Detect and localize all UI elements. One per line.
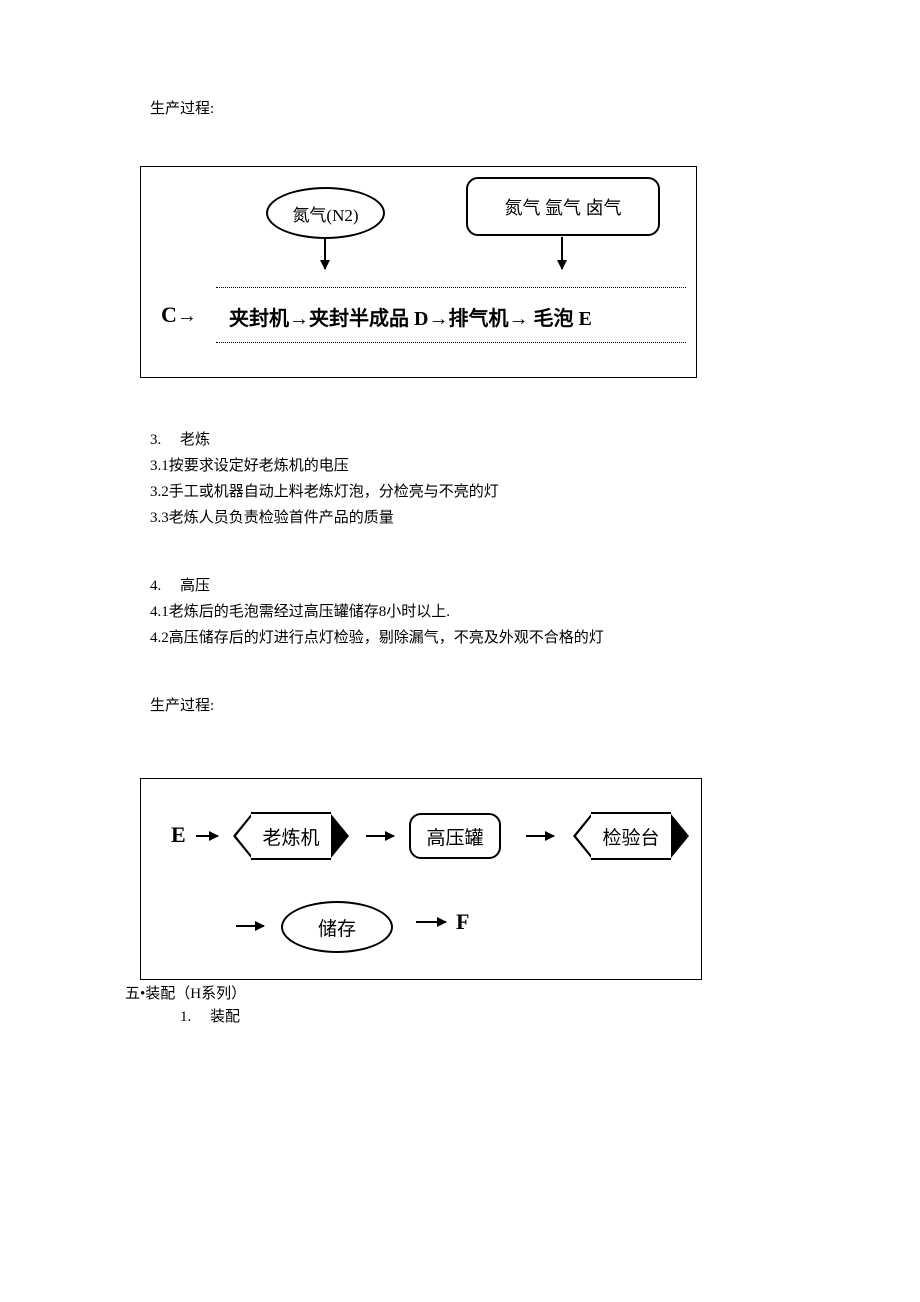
- gases-label: 氮气 氩气 卤气: [505, 194, 622, 220]
- footer-text: 装配: [210, 1009, 240, 1025]
- section-3: 3. 老炼 3.1按要求设定好老炼机的电压 3.2手工或机器自动上料老炼灯泡，分…: [150, 428, 770, 530]
- dotted-line-top: [216, 287, 686, 288]
- section-4-num: 4.: [150, 578, 161, 594]
- arrow-to-node4: [236, 925, 264, 927]
- flow-c-arrow: C→: [161, 302, 197, 328]
- n2-ellipse: 氮气(N2): [266, 187, 385, 239]
- node3-wrap: 检验台: [591, 812, 671, 860]
- section-3-line3: 3.3老炼人员负责检验首件产品的质量: [150, 506, 770, 530]
- section-3-heading: 3. 老炼: [150, 428, 770, 452]
- section-4-heading: 4. 高压: [150, 574, 770, 598]
- node1-label: 老炼机: [262, 823, 319, 850]
- node1-wrap: 老炼机: [251, 812, 331, 860]
- n2-label: 氮气(N2): [292, 201, 358, 226]
- flow-main-text: 夹封机→夹封半成品 D→排气机→ 毛泡 E: [229, 302, 592, 331]
- production-process-title-2: 生产过程:: [150, 694, 770, 718]
- flow-c-letter: C: [161, 302, 177, 327]
- arrow-node1-to-node2: [366, 835, 394, 837]
- arrow-down-1: [324, 239, 326, 269]
- section-4-line1: 4.1老炼后的毛泡需经过高压罐储存8小时以上.: [150, 600, 770, 624]
- section-4-title: 高压: [180, 578, 210, 594]
- node3-label: 检验台: [602, 823, 659, 850]
- dotted-line-bottom: [216, 342, 686, 343]
- footer-line-1: 五•装配（H系列）: [125, 982, 770, 1003]
- section-3-title: 老炼: [180, 432, 210, 448]
- arrow-node2-to-node3: [526, 835, 554, 837]
- section-4: 4. 高压 4.1老炼后的毛泡需经过高压罐储存8小时以上. 4.2高压储存后的灯…: [150, 574, 770, 650]
- arrow-node4-to-f: [416, 921, 446, 923]
- footer-line-2: 1. 装配: [180, 1005, 770, 1029]
- document-page: 生产过程: 氮气(N2) 氮气 氩气 卤气 C→ 夹封机→夹封半成品 D→排气机…: [0, 0, 920, 1091]
- footer-num: 1.: [180, 1009, 191, 1025]
- e-label: E: [171, 822, 186, 848]
- node4-ellipse: 储存: [281, 901, 393, 953]
- node4-label: 储存: [318, 914, 356, 941]
- arrow-down-2: [561, 237, 563, 269]
- section-3-line1: 3.1按要求设定好老炼机的电压: [150, 454, 770, 478]
- diagram-1-box: 氮气(N2) 氮气 氩气 卤气 C→ 夹封机→夹封半成品 D→排气机→ 毛泡 E: [140, 166, 697, 378]
- gases-rect: 氮气 氩气 卤气: [466, 177, 660, 236]
- section-3-num: 3.: [150, 432, 161, 448]
- production-process-title-1: 生产过程:: [150, 97, 770, 121]
- node2-rect: 高压罐: [409, 813, 501, 859]
- section-4-line2: 4.2高压储存后的灯进行点灯检验，剔除漏气，不亮及外观不合格的灯: [150, 626, 770, 650]
- arrow-e-to-node1: [196, 835, 218, 837]
- node2-label: 高压罐: [426, 823, 483, 850]
- section-3-line2: 3.2手工或机器自动上料老炼灯泡，分检亮与不亮的灯: [150, 480, 770, 504]
- f-label: F: [456, 909, 469, 935]
- diagram-2-box: E 老炼机 高压罐 检验台 储存 F: [140, 778, 702, 980]
